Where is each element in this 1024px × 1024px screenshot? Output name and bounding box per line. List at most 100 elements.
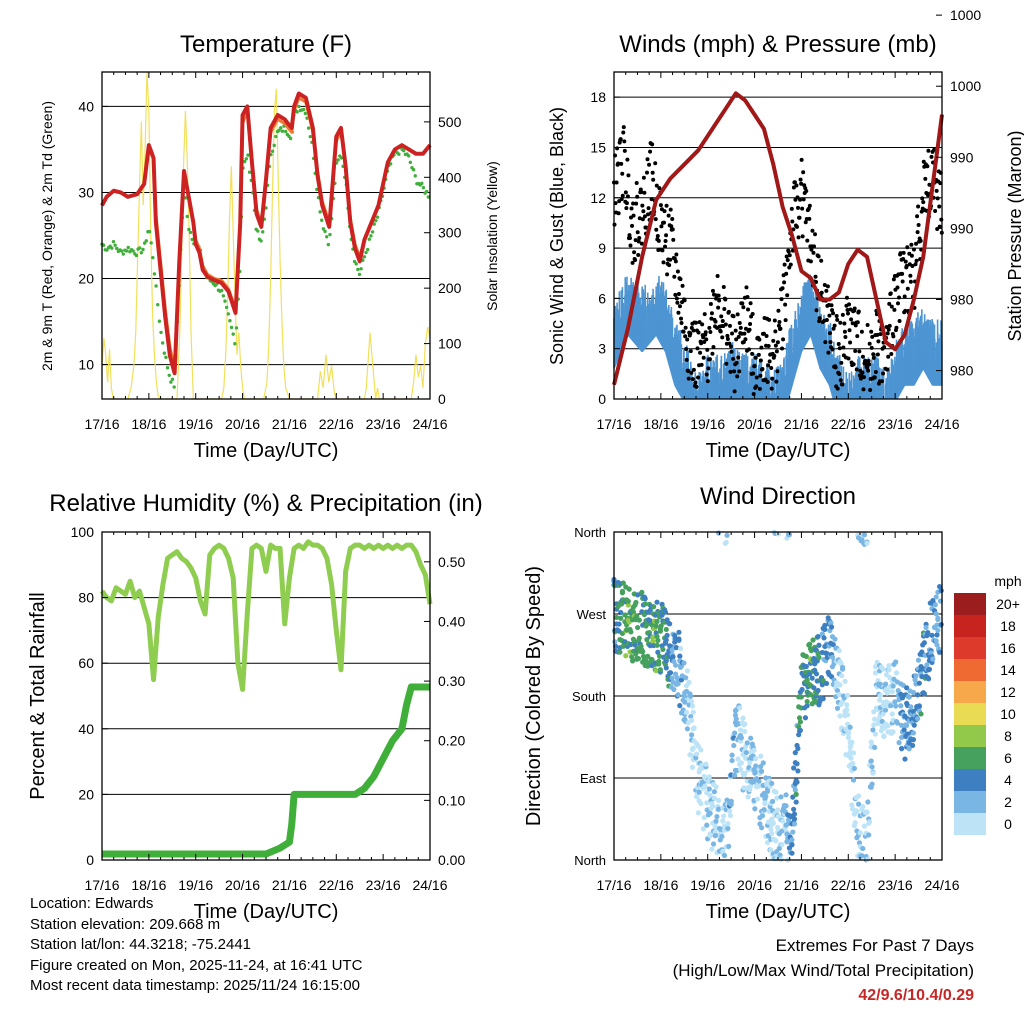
dewpoint-point bbox=[134, 253, 139, 258]
gust-point bbox=[867, 362, 872, 367]
direction-point bbox=[764, 788, 771, 795]
gust-point bbox=[860, 354, 865, 359]
temp-xtick-label: 17/16 bbox=[84, 416, 119, 432]
direction-point bbox=[662, 609, 669, 615]
direction-point bbox=[793, 799, 799, 805]
gust-point bbox=[709, 316, 714, 321]
gust-point bbox=[751, 392, 756, 397]
direction-point bbox=[888, 703, 894, 709]
dewpoint-point bbox=[246, 153, 250, 157]
direction-point bbox=[898, 703, 904, 709]
winds-axis-ticks: 17/16 18/16 19/16 20/16 21/16 22/16 23/16 24/16… bbox=[590, 7, 981, 432]
direction-point bbox=[860, 845, 866, 852]
direction-point bbox=[769, 830, 775, 837]
dir-y-ytick-label: North bbox=[574, 853, 606, 868]
gust-point bbox=[772, 318, 777, 323]
dewpoint-point bbox=[183, 196, 188, 200]
gust-point bbox=[634, 181, 639, 186]
dewpoint-point bbox=[159, 330, 163, 335]
direction-point bbox=[645, 653, 651, 659]
direction-point bbox=[733, 716, 739, 722]
colorbar-swatch bbox=[954, 637, 986, 659]
direction-series-group bbox=[611, 529, 944, 863]
rh-xtick-label: 18/16 bbox=[131, 877, 166, 893]
direction-point bbox=[934, 642, 940, 648]
winds-title: Winds (mph) & Pressure (mb) bbox=[619, 31, 936, 58]
gust-point bbox=[809, 247, 814, 252]
direction-point bbox=[904, 685, 910, 691]
direction-point bbox=[742, 728, 748, 735]
gust-point bbox=[650, 170, 655, 175]
direction-point bbox=[712, 829, 718, 835]
gust-point bbox=[938, 181, 943, 186]
direction-point bbox=[899, 746, 905, 752]
gust-point bbox=[631, 213, 636, 218]
gust-point bbox=[866, 358, 871, 363]
direction-point bbox=[881, 733, 887, 739]
direction-point bbox=[809, 675, 815, 681]
direction-point bbox=[850, 777, 857, 783]
direction-point bbox=[872, 664, 879, 670]
direction-point bbox=[654, 599, 660, 605]
gust-point bbox=[900, 279, 905, 284]
direction-point bbox=[811, 685, 817, 691]
direction-point bbox=[635, 655, 642, 662]
direction-point bbox=[672, 662, 679, 668]
dewpoint-point bbox=[242, 159, 247, 164]
gust-point bbox=[669, 224, 674, 229]
direction-point bbox=[770, 820, 777, 826]
gust-point bbox=[625, 157, 630, 162]
humidity-precip-panel: Relative Humidity (%) & Precipitation (i… bbox=[27, 490, 483, 923]
direction-point bbox=[861, 823, 868, 829]
gust-point bbox=[819, 290, 824, 295]
gust-point bbox=[835, 386, 840, 391]
direction-point bbox=[925, 629, 931, 636]
gust-point bbox=[905, 286, 910, 291]
gust-point bbox=[939, 217, 944, 222]
direction-point bbox=[872, 716, 878, 722]
direction-point bbox=[683, 709, 690, 716]
temp-xtick-label: 22/16 bbox=[319, 416, 354, 432]
extremes-subtitle: (High/Low/Max Wind/Total Precipitation) bbox=[672, 961, 974, 980]
direction-point bbox=[769, 780, 775, 787]
direction-point bbox=[890, 729, 896, 735]
gust-point bbox=[702, 312, 707, 317]
gust-point bbox=[685, 337, 690, 342]
direction-point bbox=[704, 822, 710, 828]
direction-point bbox=[762, 800, 768, 806]
gust-point bbox=[744, 285, 749, 290]
gust-point bbox=[855, 334, 860, 339]
direction-point bbox=[667, 670, 674, 676]
dewpoint-point bbox=[162, 351, 167, 355]
direction-point bbox=[845, 692, 851, 699]
direction-point bbox=[796, 715, 803, 721]
direction-point bbox=[859, 853, 865, 859]
direction-point bbox=[847, 724, 853, 730]
gust-point bbox=[840, 312, 845, 317]
gust-point bbox=[757, 386, 762, 391]
direction-point bbox=[657, 667, 663, 673]
gust-point bbox=[810, 228, 815, 233]
gust-point bbox=[624, 201, 629, 206]
direction-point bbox=[647, 607, 653, 613]
gust-point bbox=[660, 248, 665, 253]
gust-point bbox=[790, 219, 795, 224]
gust-point bbox=[633, 238, 638, 243]
gust-point bbox=[663, 239, 668, 244]
direction-point bbox=[752, 806, 758, 812]
direction-point bbox=[618, 615, 624, 621]
gust-point bbox=[701, 355, 706, 360]
direction-point bbox=[656, 661, 662, 667]
dewpoint-point bbox=[244, 157, 249, 161]
gust-point bbox=[882, 345, 887, 350]
direction-point bbox=[634, 613, 640, 619]
rh-y-ytick-label: 0 bbox=[86, 852, 94, 868]
gust-point bbox=[905, 245, 910, 250]
pressure-y2-ytick-label: 990 bbox=[950, 220, 974, 236]
gust-point bbox=[704, 337, 709, 342]
direction-point bbox=[669, 675, 675, 681]
gust-point bbox=[772, 353, 777, 358]
direction-point bbox=[838, 660, 844, 666]
pressure-y2-ytick-label: 1000 bbox=[950, 78, 981, 94]
